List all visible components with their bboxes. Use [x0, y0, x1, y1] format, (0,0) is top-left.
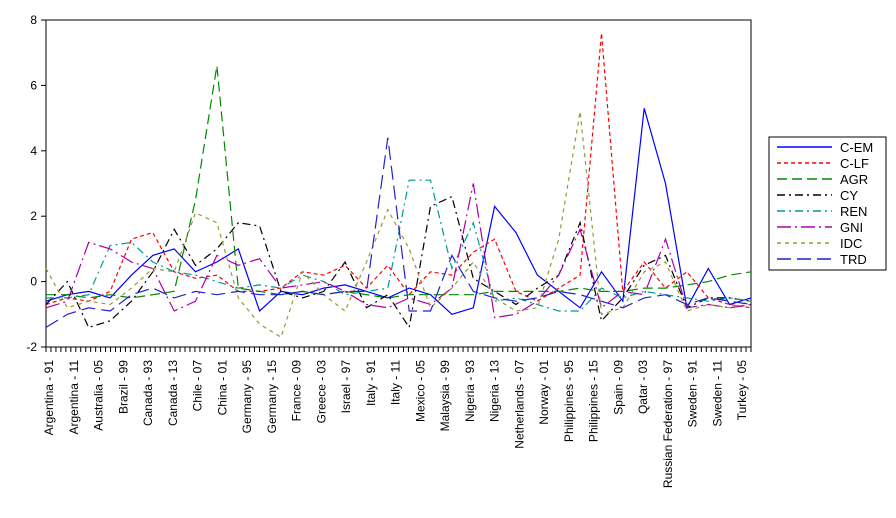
legend-label-trd: TRD — [840, 252, 867, 267]
y-tick-label: 2 — [30, 209, 37, 223]
x-tick-label: Netherlands - 07 — [512, 360, 526, 449]
series-line-c-lf — [45, 33, 752, 309]
series-line-gni — [45, 183, 752, 319]
series-line-cy — [45, 195, 752, 329]
x-tick-label: Nigeria - 93 — [463, 360, 477, 422]
y-axis: -2 0 2 4 6 8 — [26, 13, 46, 354]
x-tick-label: Norway - 01 — [537, 360, 551, 425]
x-tick-label: Nigeria - 13 — [488, 360, 502, 422]
legend-box — [768, 136, 887, 271]
x-tick-label: Chile - 07 — [191, 360, 205, 412]
series-lines — [45, 33, 752, 339]
series-line-trd — [45, 137, 752, 328]
series-line-c-em — [45, 108, 752, 315]
x-tick-label: Italy - 91 — [364, 360, 378, 406]
x-tick-label: Malaysia - 99 — [438, 360, 452, 432]
x-tick-label: Mexico - 05 — [413, 360, 427, 422]
x-tick-label: Italy - 11 — [389, 360, 403, 405]
x-tick-label: Argentina - 11 — [67, 360, 81, 435]
series-line-idc — [45, 111, 752, 339]
x-tick-label: China - 01 — [215, 360, 229, 416]
x-tick-label: Turkey - 05 — [735, 360, 749, 421]
y-tick-label: -2 — [26, 340, 37, 354]
series-line-ren — [46, 179, 752, 312]
legend-label-agr: AGR — [840, 172, 868, 187]
legend-label-idc: IDC — [840, 236, 862, 251]
x-tick-label: Philippines - 95 — [562, 360, 576, 442]
y-tick-label: 4 — [30, 144, 37, 158]
x-axis: Argentina - 91 Argentina - 11 Australia - … — [42, 347, 752, 488]
x-tick-label: Germany - 15 — [265, 360, 279, 434]
legend-label-c-em: C-EM — [840, 140, 873, 155]
series-line-agr — [46, 65, 752, 299]
x-tick-label: Germany - 95 — [240, 360, 254, 434]
x-tick-label: Australia - 05 — [92, 360, 106, 431]
y-tick-label: 8 — [30, 13, 37, 27]
y-tick-label: 6 — [30, 78, 37, 92]
x-tick-label: Brazil - 99 — [116, 360, 130, 414]
x-tick-label: Sweden - 11 — [710, 360, 724, 427]
x-tick-label: Qatar - 03 — [636, 360, 650, 414]
x-tick-label: Russian Federation - 97 — [661, 360, 675, 488]
legend-label-gni: GNI — [840, 220, 863, 235]
legend-label-c-lf: C-LF — [840, 156, 869, 171]
x-tick-label: Canada - 13 — [166, 360, 180, 426]
legend-label-ren: REN — [840, 204, 867, 219]
x-tick-label: Canada - 93 — [141, 360, 155, 426]
x-tick-label: Philippines - 15 — [587, 360, 601, 442]
x-tick-label: Israel - 97 — [339, 360, 353, 414]
y-tick-label: 0 — [30, 275, 37, 289]
x-tick-label: Sweden - 91 — [686, 360, 700, 428]
x-tick-label: France - 09 — [290, 360, 304, 422]
legend-label-cy: CY — [840, 188, 858, 203]
x-tick-label: Spain - 09 — [611, 360, 625, 415]
x-tick-label: Argentina - 91 — [42, 360, 56, 436]
x-tick-label: Greece - 03 — [314, 360, 328, 424]
